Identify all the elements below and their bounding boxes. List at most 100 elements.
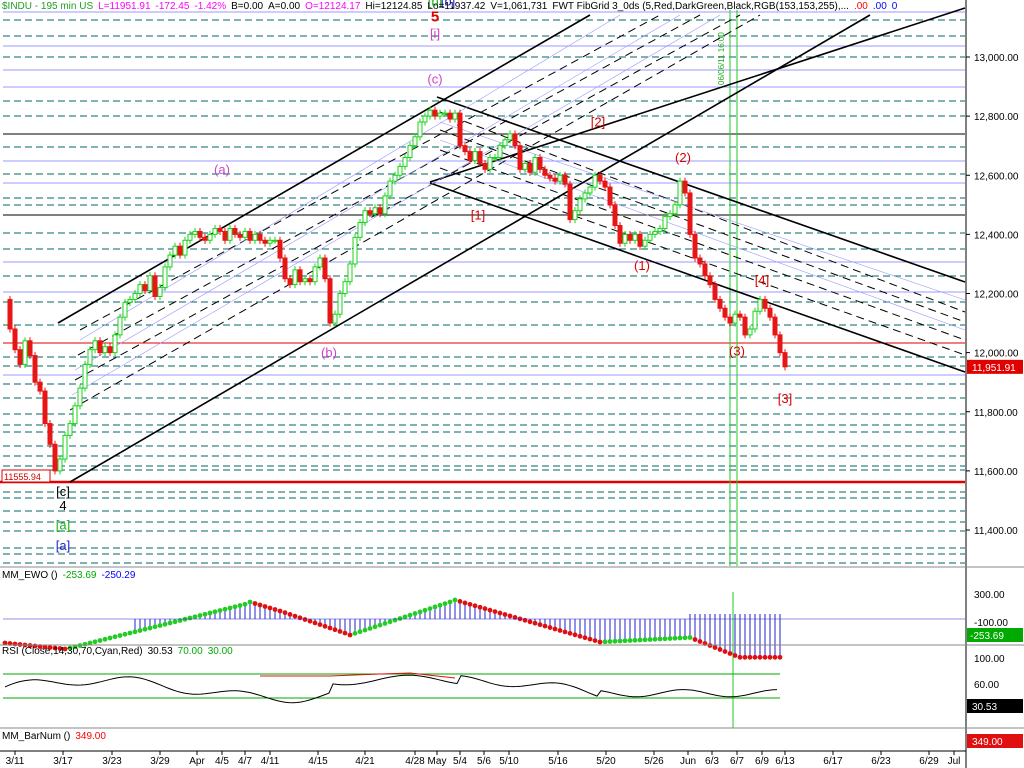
channel-line <box>439 121 966 301</box>
ewo-dot <box>142 626 148 632</box>
candle-body <box>142 284 148 292</box>
channel-line <box>429 182 966 373</box>
time-tick-label: 5/6 <box>477 756 491 767</box>
ewo-dot <box>622 638 628 644</box>
candle-body <box>252 233 258 241</box>
candle-body <box>132 293 138 300</box>
candle-body <box>127 298 133 303</box>
ewo-dot <box>662 636 668 642</box>
ewo-dot <box>522 617 528 623</box>
candle-body <box>447 112 453 120</box>
ewo-dot <box>762 654 768 660</box>
candle-body <box>217 227 223 232</box>
time-tick-label: 5/20 <box>596 756 616 767</box>
candle-body <box>767 307 773 318</box>
ewo-dot <box>347 632 353 638</box>
ewo-dot <box>572 632 578 638</box>
candle-body <box>397 165 403 176</box>
candle-body <box>562 174 568 185</box>
candle-body <box>757 298 763 312</box>
header-field: $INDU - 195 min US <box>2 1 94 12</box>
candle-body <box>707 275 713 286</box>
ewo-dot <box>287 612 293 617</box>
candle-body <box>462 145 468 153</box>
header-field: V=1,061,731 <box>490 1 548 12</box>
candle-body <box>427 109 433 117</box>
candle-body <box>47 423 53 445</box>
ewo-dot <box>87 640 93 646</box>
wave-label: (3) <box>729 344 745 359</box>
candle-body <box>187 233 193 241</box>
candle-body <box>392 174 398 182</box>
ewo-tick-label: 300.00 <box>974 590 1005 601</box>
ewo-dot <box>312 620 318 626</box>
ewo-value-box <box>967 628 1023 642</box>
candle-body <box>492 157 498 160</box>
candle-body <box>597 174 603 182</box>
candle-body <box>77 387 83 407</box>
ewo-dot <box>72 644 78 650</box>
ewo-dot <box>352 630 358 636</box>
ewo-dot <box>362 627 368 633</box>
ewo-dot <box>497 610 503 616</box>
candle-body <box>232 227 238 235</box>
candle-body <box>662 216 668 229</box>
ewo-dot <box>452 597 458 603</box>
candle-body <box>312 266 318 283</box>
ewo-dot <box>682 635 688 641</box>
candle-body <box>542 168 548 176</box>
ewo-dot <box>507 613 513 619</box>
ewo-dot <box>437 602 443 608</box>
ewo-dot <box>292 613 298 619</box>
candle-body <box>272 239 278 242</box>
candle-body <box>567 183 573 221</box>
candle-body <box>652 230 658 235</box>
candle-body <box>642 239 648 247</box>
ewo-dot <box>67 645 73 651</box>
ewo-title-field: -253.69 <box>62 570 97 581</box>
ewo-dot <box>737 654 743 660</box>
candle-body <box>297 269 303 283</box>
ewo-dot <box>337 629 343 634</box>
ewo-dot <box>417 609 423 615</box>
candle-body <box>657 227 663 232</box>
ewo-dot <box>427 606 433 611</box>
channel-line <box>74 14 741 381</box>
ewo-dot <box>487 607 493 613</box>
candle-body <box>732 313 738 324</box>
candle-body <box>382 195 388 215</box>
wave-label: [2] <box>591 114 605 129</box>
ewo-dot <box>582 635 588 641</box>
ewo-dot <box>612 638 618 644</box>
header-field: .00 <box>872 1 887 12</box>
candle-body <box>87 349 93 365</box>
candle-body <box>487 157 493 170</box>
ewo-dot <box>232 604 238 610</box>
ewo-dot <box>677 635 683 641</box>
ewo-dot <box>132 629 138 635</box>
candle-body <box>742 316 748 336</box>
ewo-dot <box>302 617 308 622</box>
candle-body <box>702 263 708 277</box>
candle-body <box>97 340 103 354</box>
candle-body <box>407 145 413 159</box>
ewo-dot <box>197 613 203 618</box>
ewo-dot <box>62 646 68 652</box>
candle-body <box>737 313 743 318</box>
candle-body <box>587 186 593 194</box>
ewo-dot <box>282 610 288 616</box>
ewo-dot <box>162 621 168 627</box>
ewo-dot <box>567 630 573 636</box>
candles-layer <box>7 106 788 475</box>
candle-body <box>177 245 183 256</box>
time-axis: 3/11 3/17 3/23 3/29 Apr 4/5 4/7 4/11 4/15 4/21 4/2… <box>0 750 966 767</box>
candle-body <box>762 298 768 309</box>
candle-body <box>627 233 633 241</box>
ewo-dot <box>597 639 603 645</box>
candle-body <box>727 316 733 324</box>
barnum-value-box <box>967 734 1023 748</box>
ewo-dot <box>412 611 418 616</box>
ewo-dot <box>327 625 333 631</box>
ewo-dot <box>102 636 108 642</box>
ewo-dot <box>157 623 163 628</box>
